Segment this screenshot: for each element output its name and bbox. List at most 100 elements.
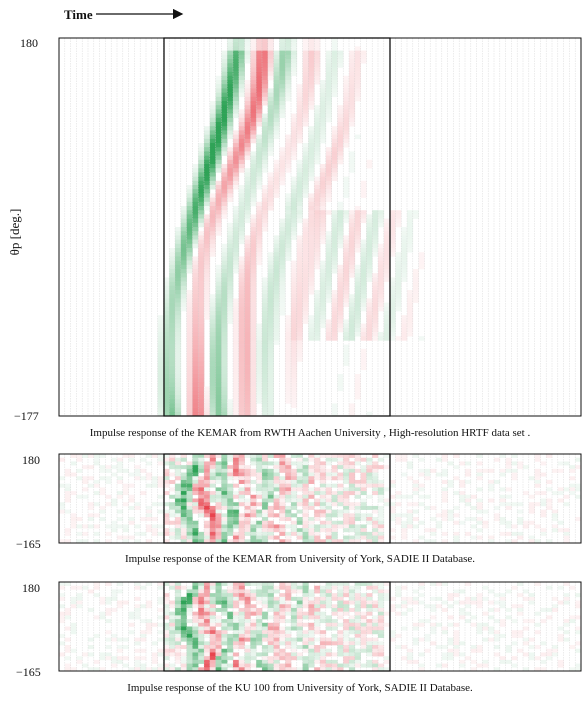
heatmap-cell (250, 607, 257, 612)
heatmap-cell (64, 509, 71, 514)
heatmap-cell (320, 164, 327, 169)
heatmap-cell (360, 218, 367, 224)
heatmap-cell (534, 630, 541, 635)
heatmap-cell (511, 524, 518, 529)
heatmap-cell (169, 454, 176, 459)
heatmap-cell (227, 164, 234, 169)
heatmap-cell (389, 604, 396, 609)
heatmap-cell (349, 528, 356, 533)
heatmap-cell (430, 531, 437, 536)
heatmap-cell (186, 641, 193, 646)
heatmap-cell (244, 487, 251, 492)
heatmap-cell (308, 596, 315, 601)
heatmap-cell (337, 454, 344, 459)
heatmap-cell (209, 113, 216, 119)
heatmap-cell (337, 277, 344, 282)
heatmap-cell (337, 63, 344, 68)
heatmap-cell (256, 227, 263, 232)
heatmap-cell (180, 218, 187, 224)
heatmap-cell (320, 122, 327, 127)
heatmap-cell (285, 252, 292, 257)
heatmap-cell (250, 96, 257, 102)
heatmap-cell (395, 491, 402, 496)
heatmap-cell (192, 395, 199, 400)
heatmap-cell (221, 336, 228, 341)
heatmap-cell (134, 611, 141, 616)
y-tick-bottom-2: −165 (16, 537, 41, 551)
heatmap-cell (331, 134, 338, 140)
heatmap-cell (70, 520, 77, 525)
heatmap-cell (349, 641, 356, 646)
heatmap-cell (372, 319, 379, 324)
heatmap-cell (372, 454, 379, 459)
heatmap-cell (180, 645, 187, 650)
heatmap-cell (557, 585, 564, 590)
heatmap-cell (215, 582, 222, 587)
heatmap-cell (285, 378, 292, 383)
heatmap-cell (302, 457, 309, 462)
heatmap-cell (279, 92, 286, 98)
heatmap-cell (534, 582, 541, 587)
heatmap-cell (238, 88, 245, 93)
heatmap-cell (412, 637, 419, 642)
heatmap-cell (157, 667, 164, 672)
heatmap-cell (215, 92, 222, 98)
time-window-frame-2 (163, 453, 391, 544)
heatmap-cell (93, 491, 100, 496)
heatmap-cell (105, 637, 112, 642)
heatmap-cell (372, 231, 379, 236)
heatmap-cell (441, 630, 448, 635)
heatmap-cell (204, 390, 211, 396)
heatmap-cell (70, 626, 77, 631)
heatmap-cell (314, 134, 321, 140)
heatmap-cell (238, 619, 245, 624)
heatmap-cell (285, 487, 292, 492)
heatmap-cell (233, 630, 240, 635)
heatmap-cell (302, 645, 309, 650)
heatmap-cell (575, 604, 582, 609)
heatmap-cell (267, 185, 274, 190)
heatmap-cell (76, 539, 83, 544)
heatmap-cell (250, 84, 257, 89)
heatmap-cell (505, 615, 512, 620)
heatmap-cell (366, 505, 373, 510)
heatmap-cell (233, 411, 240, 417)
heatmap-cell (436, 663, 443, 668)
heatmap-cell (204, 411, 211, 417)
heatmap-cell (360, 285, 367, 291)
heatmap-cell (209, 468, 216, 473)
heatmap-cell (563, 535, 570, 540)
heatmap-cell (233, 269, 240, 274)
heatmap-cell (349, 472, 356, 477)
heatmap-cell (227, 407, 234, 413)
heatmap-cell (204, 524, 211, 529)
heatmap-cell (209, 218, 216, 224)
heatmap-cell (250, 201, 257, 207)
heatmap-cell (186, 411, 193, 417)
heatmap-cell (325, 92, 332, 98)
heatmap-cell (360, 353, 367, 358)
heatmap-cell (412, 622, 419, 627)
heatmap-cell (267, 264, 274, 270)
heatmap-cell (285, 344, 292, 350)
heatmap-cell (291, 479, 298, 484)
heatmap-cell (209, 585, 216, 590)
heatmap-cell (389, 596, 396, 601)
heatmap-cell (325, 101, 332, 106)
heatmap-cell (215, 487, 222, 492)
heatmap-cell (198, 615, 205, 620)
heatmap-cell (325, 528, 332, 533)
heatmap-cell (250, 361, 257, 366)
heatmap-cell (256, 256, 263, 261)
heatmap-cell (354, 134, 361, 140)
heatmap-cell (424, 494, 431, 499)
heatmap-cell (401, 252, 408, 257)
heatmap-cell (250, 344, 257, 350)
heatmap-cell (302, 539, 309, 544)
heatmap-cell (563, 494, 570, 499)
heatmap-cell (209, 399, 216, 404)
heatmap-cell (354, 395, 361, 400)
heatmap-cell (186, 465, 193, 470)
heatmap-cell (488, 479, 495, 484)
heatmap-cell (238, 589, 245, 594)
